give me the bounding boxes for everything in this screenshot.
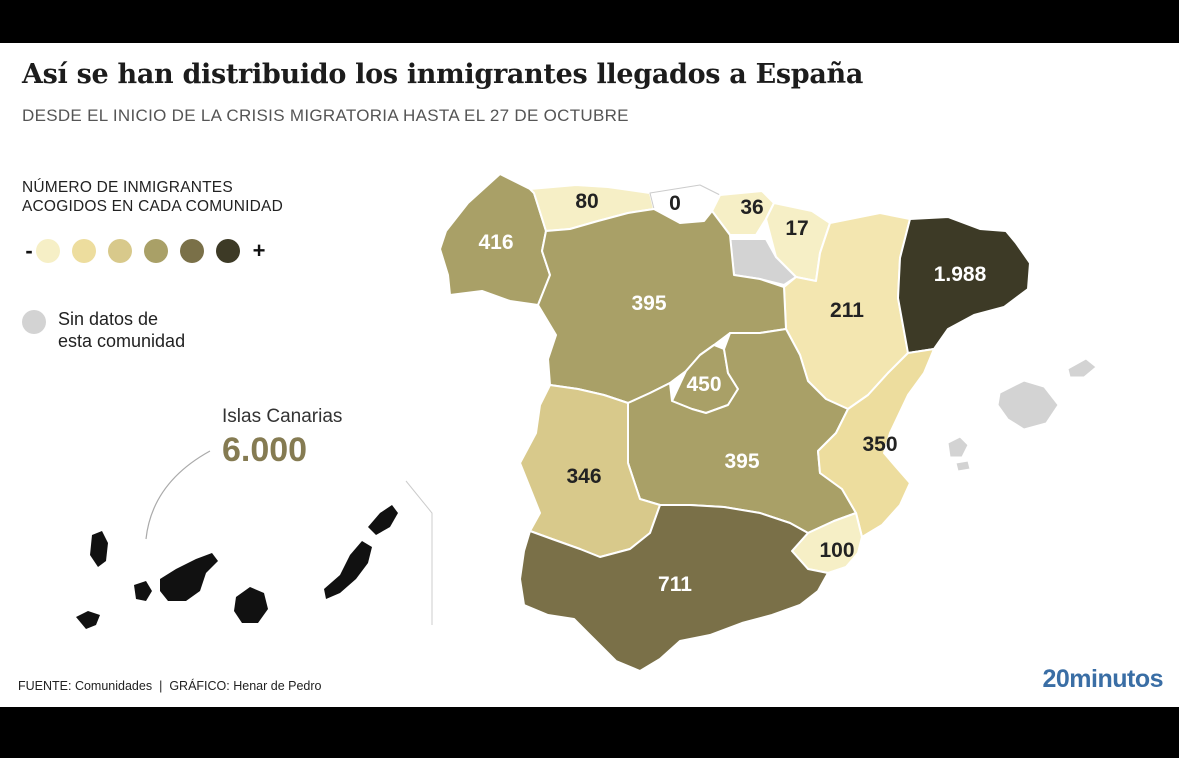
region-andalucia	[519, 504, 829, 672]
region-label-extremadura: 346	[566, 465, 601, 488]
footer-credit: GRÁFICO: Henar de Pedro	[169, 679, 322, 693]
island-gran-canaria	[234, 587, 268, 623]
region-label-cantabria: 0	[669, 192, 681, 215]
legend-max-label: +	[252, 238, 266, 263]
infographic-canvas: Así se han distribuido los inmigrantes l…	[0, 43, 1179, 707]
spain-choropleth-map: 416 80 0 36 17 211 1.988 395 450 395 346…	[76, 173, 1097, 672]
island-menorca	[1067, 358, 1097, 378]
island-ibiza	[947, 436, 969, 458]
island-mallorca	[997, 380, 1059, 430]
footer-credits: FUENTE: Comunidades | GRÁFICO: Henar de Pe…	[18, 679, 321, 693]
region-castilla-y-leon	[537, 208, 787, 404]
legend-swatch-2	[72, 239, 96, 263]
no-data-label-line1: Sin datos de	[58, 309, 159, 329]
region-label-asturias: 80	[575, 190, 598, 213]
legend-swatch-3	[108, 239, 132, 263]
legend-swatch-5	[180, 239, 204, 263]
footer-source: FUENTE: Comunidades	[18, 679, 153, 693]
canarias-islands	[76, 505, 398, 629]
legend-min-label: -	[25, 238, 33, 263]
region-labels: 416 80 0 36 17 211 1.988 395 450 395 346…	[478, 190, 986, 596]
region-label-navarra: 17	[785, 217, 808, 240]
legend-swatch-4	[144, 239, 168, 263]
no-data-label-line2: esta comunidad	[58, 331, 186, 351]
legend-title-line2: ACOGIDOS EN CADA COMUNIDAD	[22, 198, 283, 215]
island-fuerteventura	[324, 541, 372, 599]
region-label-comunidad-valenciana: 350	[862, 433, 897, 456]
no-data-swatch	[22, 310, 46, 334]
region-label-pais-vasco: 36	[740, 196, 763, 219]
page-subtitle: DESDE EL INICIO DE LA CRISIS MIGRATORIA …	[22, 106, 629, 125]
no-data-label: Sin datos de esta comunidad	[58, 308, 185, 352]
canarias-callout-arc	[145, 450, 211, 540]
island-tenerife	[160, 553, 218, 601]
island-formentera	[955, 460, 971, 472]
legend-color-scale: - +	[22, 238, 266, 264]
region-cataluna	[897, 216, 1031, 354]
region-label-cataluna: 1.988	[934, 263, 987, 286]
region-label-castilla-y-leon: 395	[631, 292, 666, 315]
island-el-hierro	[76, 611, 100, 629]
canarias-inset-divider	[405, 480, 433, 625]
region-label-galicia: 416	[478, 231, 513, 254]
region-label-aragon: 211	[830, 299, 864, 322]
island-la-palma	[90, 531, 108, 567]
island-lanzarote	[368, 505, 398, 535]
island-la-gomera	[134, 581, 152, 601]
region-label-andalucia: 711	[658, 573, 692, 596]
region-label-murcia: 100	[819, 539, 854, 562]
legend-title: NÚMERO DE INMIGRANTES ACOGIDOS EN CADA C…	[22, 178, 362, 216]
legend-title-line1: NÚMERO DE INMIGRANTES	[22, 179, 233, 196]
region-baleares	[947, 358, 1097, 472]
legend-swatch-1	[36, 239, 60, 263]
page-title: Así se han distribuido los inmigrantes l…	[22, 59, 864, 90]
region-label-castilla-la-mancha: 395	[724, 450, 759, 473]
footer-separator: |	[159, 679, 163, 693]
brand-logo: 20minutos	[1042, 665, 1163, 693]
region-comunidad-valenciana	[817, 348, 935, 538]
canarias-name: Islas Canarias	[222, 406, 343, 427]
legend-swatch-6	[216, 239, 240, 263]
legend-no-data: Sin datos de esta comunidad	[22, 308, 185, 352]
canarias-value: 6.000	[222, 431, 308, 469]
region-label-madrid: 450	[686, 373, 721, 396]
